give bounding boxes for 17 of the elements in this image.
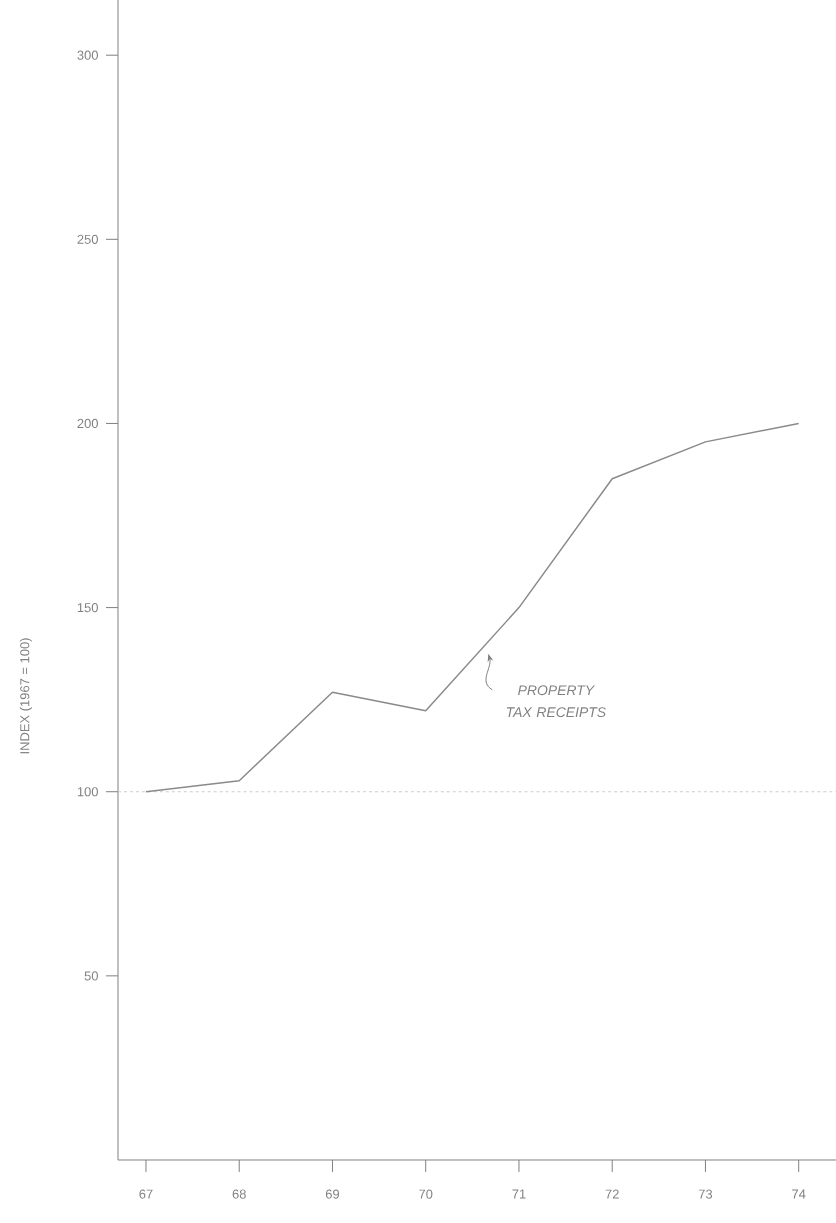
x-tick-label: 71 xyxy=(512,1189,526,1199)
x-tick-label: 73 xyxy=(698,1189,713,1199)
line-series xyxy=(145,422,800,793)
x-tick-label: 72 xyxy=(605,1189,619,1199)
y-tick-label: 150 xyxy=(77,603,98,613)
x-tick-label: 68 xyxy=(232,1189,246,1199)
y-tick-label: 300 xyxy=(77,50,98,60)
y-tick-label: 100 xyxy=(77,787,98,797)
y-tick-label: 50 xyxy=(84,971,98,981)
annotation: PROPERTY TAX RECEIPTS xyxy=(506,685,606,718)
x-tick-label: 74 xyxy=(792,1189,806,1199)
x-tick-label: 69 xyxy=(325,1189,340,1199)
y-tick-label: 200 xyxy=(77,418,98,429)
y-axis-title: INDEX (1967 = 100) xyxy=(19,638,32,754)
y-tick-label: 250 xyxy=(77,234,98,244)
x-tick-label: 70 xyxy=(419,1189,433,1199)
x-tick-label: 67 xyxy=(139,1189,153,1199)
